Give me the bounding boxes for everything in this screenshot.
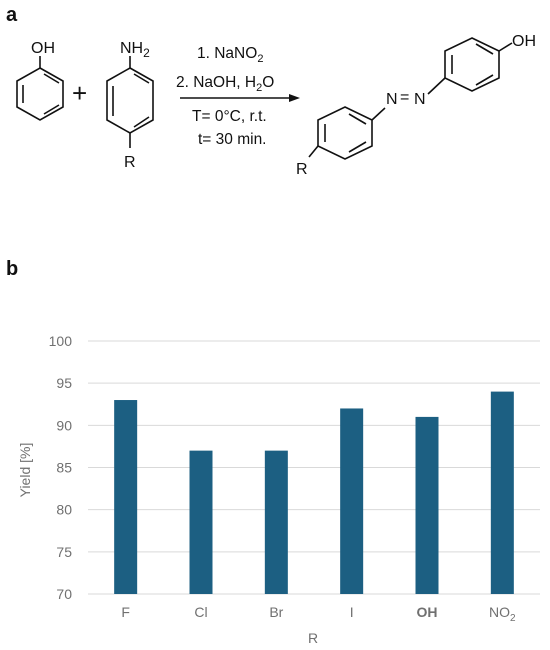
y-axis-ticks: 70 75 80 85 90 95 100 [49,333,73,602]
panel-label-b: b [6,258,19,280]
x-tick-label-OH: OH [417,604,438,620]
grid-lines [88,340,540,595]
x-tick-label-Br: Br [269,604,283,620]
reaction-conditions: 1. NaNO2 2. NaOH, H2O T= 0°C, r.t. t= 30… [176,45,300,148]
y-tick-label: 90 [56,417,72,433]
azo-n2-label: N [414,91,426,108]
azo-n1-label: N [386,91,398,108]
condition-2: 2. NaOH, H2O [176,74,274,94]
bar-OH [415,416,439,594]
plus-sign: + [72,78,87,108]
bar-I [340,408,364,594]
bar-Br [264,450,288,594]
condition-1: 1. NaNO2 [197,45,263,65]
x-axis-ticks: F Cl Br I OH NO2 [121,604,516,624]
y-tick-label: 70 [56,586,72,602]
amine-label: NH2 [120,40,150,60]
product-oh-label: OH [512,33,536,50]
product-r-label: R [296,161,308,178]
phenol-oh-label: OH [31,40,55,57]
x-tick-label-I: I [350,604,354,620]
y-tick-label: 80 [56,502,72,518]
x-axis-title: R [308,630,318,646]
x-tick-label-F: F [121,604,130,620]
condition-3: T= 0°C, r.t. [192,108,267,125]
bar-NO2 [490,391,514,594]
y-tick-label: 95 [56,375,72,391]
y-axis-title: Yield [%] [17,443,33,498]
azo-product-structure: N = N OH R [296,33,536,178]
panel-label-a: a [6,4,18,26]
y-tick-label: 75 [56,544,72,560]
x-tick-label-NO2: NO2 [489,604,516,624]
aniline-structure: NH2 R [106,40,154,171]
bar-F [114,400,138,594]
bars [114,391,514,594]
azo-double-bond: = [400,89,409,106]
aniline-r-label: R [124,154,136,171]
bar-Cl [189,450,213,594]
y-tick-label: 85 [56,460,72,476]
arrow-head [289,94,300,102]
reaction-scheme: OH + NH2 R 1. NaNO2 2. NaOH, H2O T= 0°C,… [16,33,536,178]
phenol-structure: OH [16,40,64,121]
yield-bar-chart: 70 75 80 85 90 95 100 F Cl Br I OH NO2 Yield [%] R [17,333,540,646]
condition-4: t= 30 min. [198,131,267,148]
x-tick-label-Cl: Cl [194,604,207,620]
y-tick-label: 100 [49,333,73,349]
